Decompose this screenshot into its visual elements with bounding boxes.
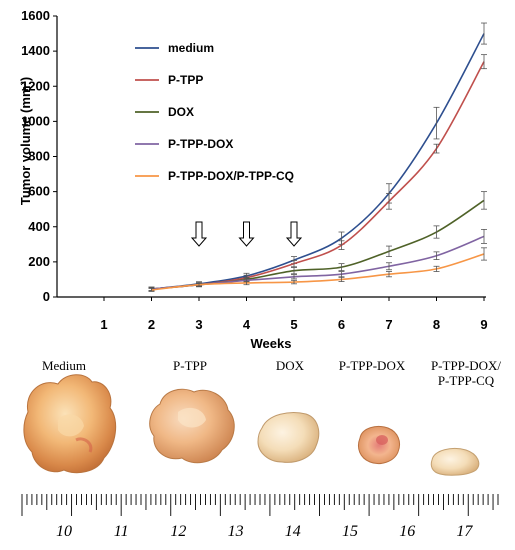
legend-label: P-TPP [168, 73, 203, 87]
chart-legend: medium P-TPP DOX P-TPP-DOX P-TPP-DOX/P-TPP-C… [135, 41, 294, 183]
ruler-number: 16 [399, 523, 415, 540]
legend-label: DOX [168, 105, 194, 119]
y-tick-label: 200 [28, 254, 50, 269]
treatment-arrow [190, 221, 208, 247]
treatment-arrow [285, 221, 303, 247]
y-tick-label: 1600 [21, 8, 50, 23]
ruler-numbers: 10 11 12 13 14 15 16 17 [56, 523, 473, 540]
photo-label: P-TPP [173, 358, 207, 373]
photo-labels: Medium P-TPP DOX P-TPP-DOX P-TPP-DOX/P-TPP-C… [42, 358, 501, 388]
y-tick-label: 400 [28, 219, 50, 234]
x-axis-ticks: 1 2 3 4 5 6 7 8 9 [100, 297, 488, 332]
y-axis-label: Tumor volume (mm³) [18, 77, 33, 205]
legend-label: medium [168, 41, 214, 55]
photo-label: P-TPP-DOX/ [431, 358, 501, 373]
ruler-number: 11 [114, 523, 129, 540]
ruler-number: 13 [228, 523, 244, 540]
x-tick-label: 8 [433, 317, 440, 332]
x-tick-label: 4 [243, 317, 251, 332]
ruler-number: 17 [456, 523, 473, 540]
photo-label: DOX [276, 358, 305, 373]
series-line [151, 253, 485, 291]
photo-label: Medium [42, 358, 86, 373]
ruler-number: 12 [170, 523, 186, 540]
chart-axes [56, 16, 486, 298]
legend-label: P-TPP-DOX/P-TPP-CQ [168, 169, 294, 183]
legend-item: P-TPP [135, 73, 203, 87]
y-tick-label: 1400 [21, 43, 50, 58]
series-line [151, 33, 485, 290]
legend-item: DOX [135, 105, 194, 119]
photo-label: P-TPP-DOX [339, 358, 406, 373]
x-tick-label: 5 [290, 317, 297, 332]
y-tick-label: 1000 [21, 113, 50, 128]
x-tick-label: 1 [100, 317, 107, 332]
ruler-number: 14 [285, 523, 301, 540]
x-tick-label: 3 [195, 317, 202, 332]
ruler-number: 10 [56, 523, 72, 540]
x-axis-label: Weeks [251, 336, 292, 351]
series-p-tpp-dox-p-tpp-cq [148, 247, 487, 292]
y-axis-ticks: 0 200 400 600 800 1000 1200 1400 1600 [21, 8, 57, 304]
x-tick-label: 2 [148, 317, 155, 332]
legend-item: medium [135, 41, 214, 55]
y-tick-label: 0 [43, 289, 50, 304]
series-medium [148, 22, 487, 292]
ruler-number: 15 [342, 523, 358, 540]
y-tick-label: 600 [28, 184, 50, 199]
tumor-p-tpp-dox-p-tpp-cq-image [430, 447, 480, 476]
treatment-arrows [190, 221, 303, 247]
x-tick-label: 9 [480, 317, 487, 332]
x-tick-label: 7 [385, 317, 392, 332]
tumor-p-tpp-image [149, 388, 235, 464]
x-tick-label: 6 [338, 317, 345, 332]
ruler [21, 494, 499, 516]
y-tick-label: 1200 [21, 78, 50, 93]
chart-series [148, 22, 487, 292]
photo-label: P-TPP-CQ [438, 373, 495, 388]
tumor-dox-image [257, 412, 320, 463]
legend-item: P-TPP-DOX/P-TPP-CQ [135, 169, 294, 183]
tumor-photo-panel: Medium P-TPP DOX P-TPP-DOX P-TPP-DOX/P-TPP-C… [21, 358, 501, 540]
legend-label: P-TPP-DOX [168, 137, 233, 151]
treatment-arrow [238, 221, 255, 247]
tumor-medium-image [23, 374, 117, 474]
legend-item: P-TPP-DOX [135, 137, 233, 151]
tumor-p-tpp-dox-image [357, 425, 401, 465]
y-tick-label: 800 [28, 149, 50, 164]
